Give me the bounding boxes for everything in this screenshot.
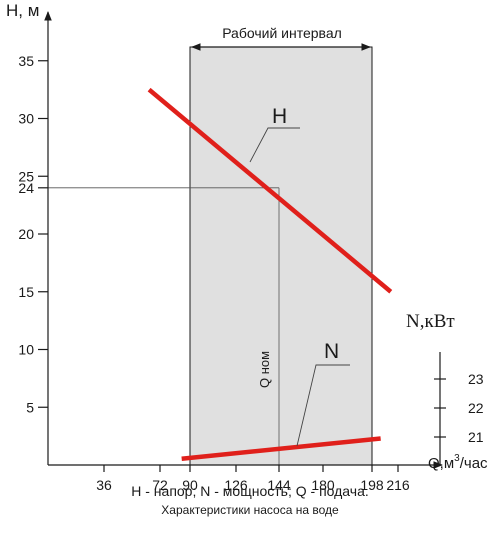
series-line-h — [147, 87, 393, 294]
nominal-flow-label: Q ном — [257, 351, 272, 388]
x-tick-label: 90 — [182, 477, 198, 493]
legend-text: H - напор; N - мощность; Q - подача. — [131, 483, 369, 499]
x-tick-label: 180 — [311, 477, 335, 493]
y-right-tick-label: 23 — [468, 371, 484, 387]
labels: H, м N,кВт Q,м3/час Рабочий интервал H N… — [6, 1, 488, 517]
x-tick-label: 144 — [267, 477, 291, 493]
x-tick-label: 36 — [96, 477, 112, 493]
working-interval-band — [189, 46, 373, 466]
y-left-tick-label: 15 — [18, 284, 34, 300]
working-interval — [189, 43, 373, 466]
x-tick-label: 198 — [360, 477, 384, 493]
nominal-guides — [48, 187, 280, 465]
working-interval-label: Рабочий интервал — [222, 25, 342, 41]
chart-caption: Характеристики насоса на воде — [161, 503, 339, 517]
x-axis-label: Q,м3/час — [428, 453, 488, 472]
y-left-tick-label: 25 — [18, 168, 34, 184]
y-right-tick-label: 22 — [468, 400, 484, 416]
y-left-tick-label: 5 — [26, 399, 34, 415]
h-label-leader — [249, 127, 300, 163]
x-tick-label: 72 — [152, 477, 168, 493]
y-axis-right-label: N,кВт — [406, 311, 455, 332]
series-label-h: H — [272, 105, 287, 128]
n-label-leader — [296, 364, 350, 447]
series-label-n: N — [324, 340, 339, 363]
y-left-tick-label: 20 — [18, 226, 34, 242]
x-tick-label: 126 — [224, 477, 248, 493]
series-line-n — [181, 436, 381, 461]
y-axis-left-label: H, м — [6, 1, 39, 20]
y-left-tick-label: 10 — [18, 342, 34, 358]
y-left-tick-label: 24 — [18, 180, 34, 196]
y-right-tick-label: 21 — [468, 429, 484, 445]
curves — [147, 87, 393, 461]
y-left-tick-label: 30 — [18, 111, 34, 127]
x-tick-label: 216 — [386, 477, 410, 493]
y-left-tick-label: 35 — [18, 53, 34, 69]
